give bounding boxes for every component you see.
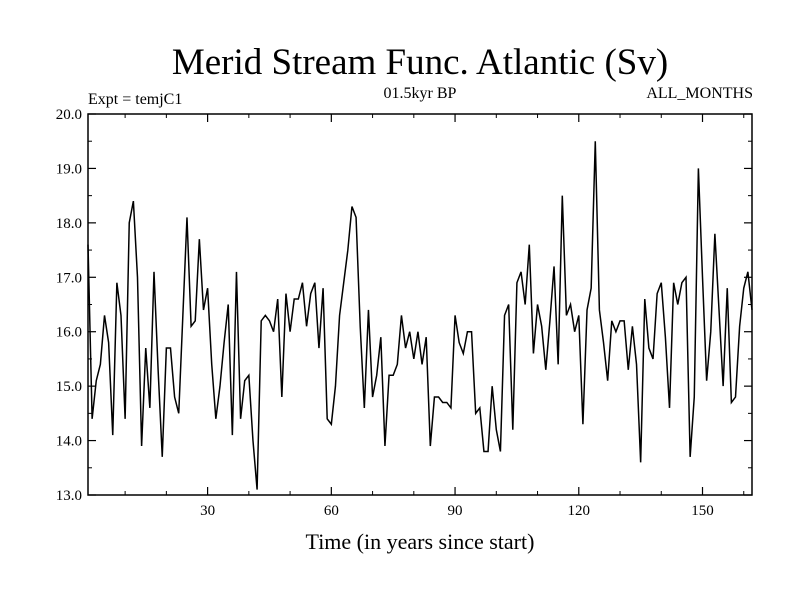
x-tick-label: 150 — [691, 503, 714, 519]
chart-title: Merid Stream Func. Atlantic (Sv) — [172, 42, 668, 83]
tick-labels: 13.0 14.0 15.0 16.0 17.0 18.0 19.0 20.0 30 60 90 12… — [56, 107, 714, 519]
y-tick-label: 20.0 — [56, 107, 82, 123]
y-tick-label: 17.0 — [56, 270, 82, 286]
experiment-label: Expt = temjC1 — [88, 91, 182, 108]
y-tick-label: 13.0 — [56, 488, 82, 504]
y-tick-label: 19.0 — [56, 161, 82, 177]
series-line — [87, 141, 753, 490]
x-tick-label: 60 — [324, 503, 339, 519]
plot-frame — [87, 113, 753, 496]
x-axis-label: Time (in years since start) — [306, 529, 535, 554]
x-tick-label: 30 — [200, 503, 215, 519]
series-layer — [87, 141, 753, 490]
x-tick-label: 120 — [568, 503, 591, 519]
y-tick-label: 14.0 — [56, 434, 82, 450]
x-tick-label: 90 — [448, 503, 463, 519]
months-label: ALL_MONTHS — [646, 85, 753, 102]
y-tick-label: 15.0 — [56, 379, 82, 395]
period-label: 01.5kyr BP — [384, 85, 457, 102]
y-tick-label: 16.0 — [56, 325, 82, 341]
y-tick-label: 18.0 — [56, 216, 82, 232]
axis-ticks — [88, 113, 752, 496]
